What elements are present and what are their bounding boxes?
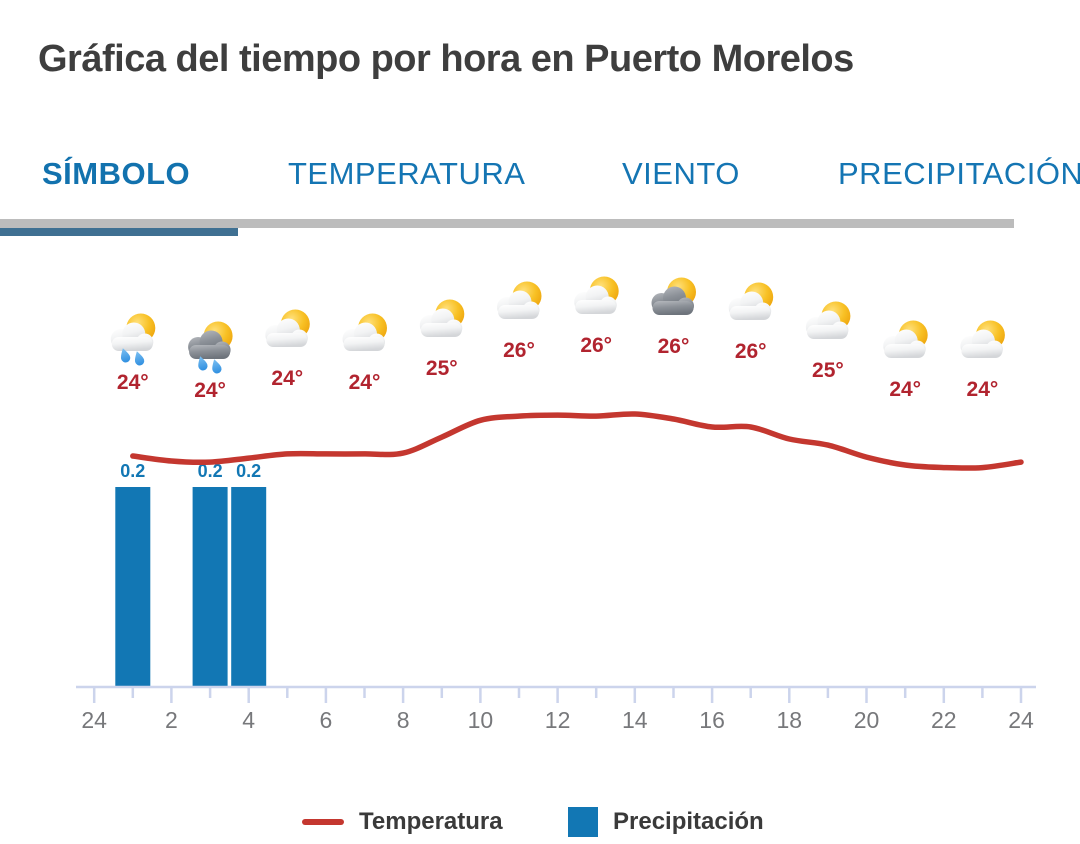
temp-point-label: 24° — [194, 379, 226, 402]
sun-cloud-icon — [805, 301, 851, 339]
precip-bar-label: 0.2 — [236, 461, 261, 481]
x-tick-label: 24 — [1008, 707, 1034, 733]
temp-point-label: 25° — [812, 359, 844, 382]
temperature-line — [130, 411, 1024, 471]
sun-darkcloud-rain-icon — [188, 321, 233, 374]
x-tick-label: 18 — [777, 707, 803, 733]
precip-bar — [231, 487, 267, 687]
legend-temperatura: Temperatura — [302, 804, 503, 840]
legend-precipitacion: Precipitación — [568, 804, 764, 840]
temperature-line-swatch — [302, 819, 344, 825]
precip-bar-label: 0.2 — [198, 461, 223, 481]
x-tick-label: 22 — [931, 707, 957, 733]
precip-bar — [192, 487, 228, 687]
temp-point-label: 26° — [735, 340, 767, 363]
legend-temperatura-label: Temperatura — [359, 808, 503, 835]
temp-point-label: 26° — [503, 339, 535, 362]
x-tick-label: 12 — [545, 707, 571, 733]
sun-darkcloud-icon — [651, 277, 696, 315]
x-tick-label: 10 — [468, 707, 494, 733]
sun-cloud-icon — [265, 309, 310, 347]
precip-bar-label: 0.2 — [120, 461, 145, 481]
temp-point-label: 25° — [426, 357, 458, 380]
sun-cloud-rain-icon — [110, 313, 156, 366]
x-tick-label: 2 — [165, 707, 178, 733]
precipitation-square-swatch — [568, 807, 598, 837]
sun-cloud-icon — [960, 320, 1005, 358]
temp-point-label: 26° — [658, 335, 690, 358]
page-title: Gráfica del tiempo por hora en Puerto Mo… — [38, 38, 854, 80]
x-tick-label: 24 — [81, 707, 107, 733]
sun-cloud-icon — [342, 313, 387, 351]
sun-cloud-icon — [728, 282, 774, 320]
tab-temperatura[interactable]: TEMPERATURA — [288, 156, 526, 191]
x-tick-label: 16 — [699, 707, 725, 733]
temp-point-label: 24° — [271, 367, 303, 390]
temp-point-label: 24° — [117, 371, 149, 394]
tab-simbolo[interactable]: SÍMBOLO — [42, 156, 191, 191]
temp-point-label: 26° — [580, 334, 612, 357]
sun-cloud-icon — [574, 276, 619, 314]
sun-cloud-icon — [419, 299, 465, 337]
tab-scroll-track — [0, 219, 1014, 228]
legend-precipitacion-label: Precipitación — [613, 808, 764, 835]
tab-viento[interactable]: VIENTO — [622, 156, 740, 191]
precip-bar — [115, 487, 151, 687]
x-tick-label: 20 — [854, 707, 880, 733]
tab-scroll-thumb — [0, 228, 238, 236]
x-tick-label: 4 — [242, 707, 255, 733]
x-tick-label: 14 — [622, 707, 648, 733]
tab-precipitacion[interactable]: PRECIPITACIÓN — [838, 156, 1080, 191]
x-tick-label: 6 — [320, 707, 333, 733]
sun-cloud-icon — [497, 281, 542, 319]
sun-cloud-icon — [883, 320, 928, 358]
temp-point-label: 24° — [967, 378, 999, 401]
temp-point-label: 24° — [349, 371, 381, 394]
x-tick-label: 8 — [397, 707, 410, 733]
temp-point-label: 24° — [889, 378, 921, 401]
